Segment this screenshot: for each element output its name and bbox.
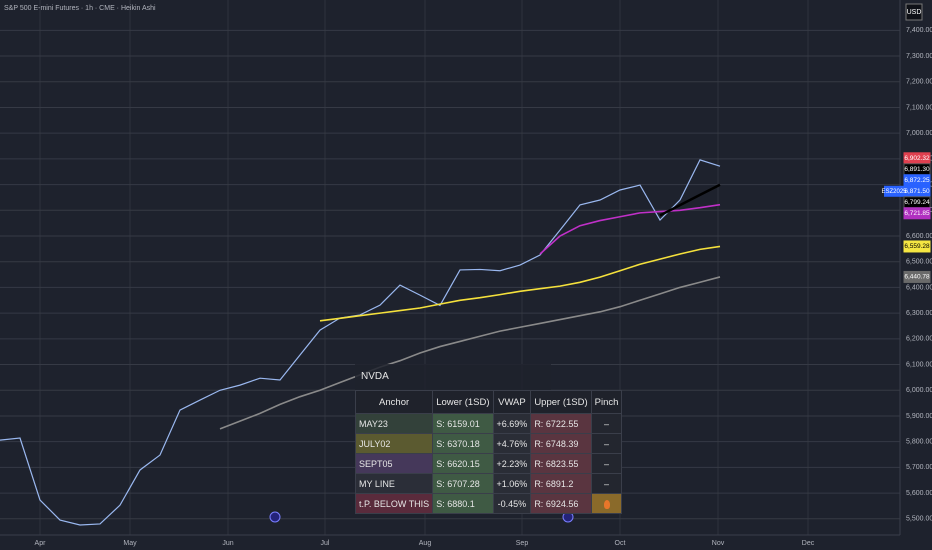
y-tick-label: 6,500.00 xyxy=(906,259,932,266)
price-label: 6,891.30 xyxy=(904,166,930,173)
x-tick-label: May xyxy=(123,540,137,547)
table-row: MAY23 S: 6159.01 +6.69% R: 6722.55– xyxy=(354,413,623,434)
price-label-box xyxy=(903,207,931,220)
table-cell: – xyxy=(590,453,623,474)
table-cell: R: 6924.56 xyxy=(530,493,592,514)
x-tick-label: Sep xyxy=(516,540,529,547)
y-tick-label: 6,300.00 xyxy=(906,310,932,317)
y-tick-label: 5,900.00 xyxy=(906,413,932,420)
price-label: 6,440.78 xyxy=(904,274,930,281)
stats-table: NVDA Anchor Lower (1SD) VWAP Upper (1SD) Pin… xyxy=(354,364,623,514)
table-cell: +4.76% xyxy=(492,433,532,454)
table-cell: – xyxy=(590,433,623,454)
x-tick-label: Dec xyxy=(802,540,815,547)
table-cell: S: 6880.1 xyxy=(432,493,494,514)
y-tick-label: 6,400.00 xyxy=(906,284,932,291)
series-line xyxy=(539,203,721,255)
table-cell: – xyxy=(590,413,623,434)
table-cell: R: 6891.2 xyxy=(530,473,592,494)
series-line xyxy=(659,183,721,217)
header-cell: Lower (1SD) xyxy=(432,390,494,414)
price-label-box xyxy=(903,240,931,253)
y-tick-label: 7,100.00 xyxy=(906,104,932,111)
table-cell: +6.69% xyxy=(492,413,532,434)
table-row: JULY02 S: 6370.18 +4.76% R: 6748.39– xyxy=(354,433,623,454)
header-cell: Pinch xyxy=(590,390,623,414)
table-cell: S: 6707.28 xyxy=(432,473,494,494)
ticker-box xyxy=(884,185,904,197)
table-cell: SEPT05 xyxy=(354,453,434,474)
table-cell: R: 6722.55 xyxy=(530,413,592,434)
y-tick-label: 7,300.00 xyxy=(906,53,932,60)
y-tick-label: 5,500.00 xyxy=(906,516,932,523)
table-cell: JULY02 xyxy=(354,433,434,454)
y-tick-label: 5,700.00 xyxy=(906,464,932,471)
y-tick-label: 5,800.00 xyxy=(906,439,932,446)
y-tick-label: 7,200.00 xyxy=(906,79,932,86)
table-cell: R: 6748.39 xyxy=(530,433,592,454)
header-cell: VWAP xyxy=(492,390,532,414)
currency-box xyxy=(905,3,923,21)
header-row: Anchor Lower (1SD) VWAP Upper (1SD) Pinch xyxy=(354,390,623,414)
table-cell xyxy=(590,493,623,514)
price-label: 6,799.24 xyxy=(904,199,930,206)
ticker-label: ESZ2025 xyxy=(881,189,907,195)
price-label: 6,871.50 xyxy=(904,188,930,195)
y-tick-label: 7,400.00 xyxy=(906,27,932,34)
price-label-box xyxy=(903,270,931,283)
table-cell: R: 6823.55 xyxy=(530,453,592,474)
table-cell: +2.23% xyxy=(492,453,532,474)
table-cell: S: 6620.15 xyxy=(432,453,494,474)
series-line xyxy=(219,276,721,430)
table-cell: S: 6370.18 xyxy=(432,433,494,454)
table-cell: S: 6159.01 xyxy=(432,413,494,434)
chart-title: S&P 500 E-mini Futures · 1h · CME · Heik… xyxy=(4,5,156,12)
y-tick-label: 7,000.00 xyxy=(906,130,932,137)
price-label: 6,559.28 xyxy=(904,243,930,250)
price-label: 6,872.25 xyxy=(904,177,930,184)
header-cell: Upper (1SD) xyxy=(530,390,592,414)
y-tick-label: 6,100.00 xyxy=(906,361,932,368)
currency: USD xyxy=(907,9,922,16)
table-cell: MY LINE xyxy=(354,473,434,494)
event-marker[interactable] xyxy=(269,511,281,523)
y-tick-label: 6,200.00 xyxy=(906,336,932,343)
x-tick-label: Oct xyxy=(615,540,626,547)
table-row: SEPT05 S: 6620.15 +2.23% R: 6823.55– xyxy=(354,453,623,474)
y-tick-label: 5,600.00 xyxy=(906,490,932,497)
table-cell: +1.06% xyxy=(492,473,532,494)
table-title: NVDA xyxy=(355,364,551,390)
series-line xyxy=(319,245,721,322)
table-cell: -0.45% xyxy=(492,493,532,514)
price-label: 6,902.32 xyxy=(904,155,930,162)
header-cell: Anchor xyxy=(354,390,434,414)
price-label: 6,721.85 xyxy=(904,210,930,217)
table-cell: – xyxy=(590,473,623,494)
fire-icon xyxy=(603,499,610,509)
y-tick-label: 6,600.00 xyxy=(906,233,932,240)
x-tick-label: Jul xyxy=(321,540,330,547)
table: Anchor Lower (1SD) VWAP Upper (1SD) Pinch MAY… xyxy=(354,390,623,514)
x-tick-label: Apr xyxy=(35,540,47,547)
x-tick-label: Jun xyxy=(222,540,233,547)
table-cell: MAY23 xyxy=(354,413,434,434)
table-row: MY LINE S: 6707.28 +1.06% R: 6891.2– xyxy=(354,473,623,494)
x-tick-label: Nov xyxy=(712,540,725,547)
x-tick-label: Aug xyxy=(419,540,432,547)
table-row: t.P. BELOW THIS S: 6880.1 -0.45% R: 6924.56 xyxy=(354,493,623,514)
table-cell: t.P. BELOW THIS xyxy=(354,493,434,514)
y-tick-label: 6,000.00 xyxy=(906,387,932,394)
